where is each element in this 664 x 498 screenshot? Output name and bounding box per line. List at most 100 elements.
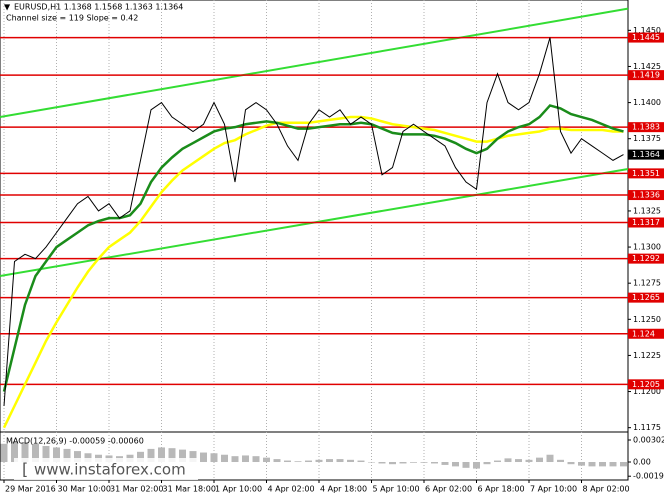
level-label: 1.1205 (632, 380, 660, 389)
level-box (628, 190, 664, 201)
macd-bar (200, 452, 207, 463)
macd-bar (305, 460, 312, 463)
macd-bar (557, 459, 564, 463)
level-label: 1.1265 (632, 293, 660, 302)
x-tick-label: 4 Apr 18:00 (320, 485, 367, 494)
macd-bar (231, 456, 239, 463)
macd-bar (473, 462, 480, 469)
level-label: 1.1292 (632, 254, 660, 263)
macd-bar (620, 462, 627, 467)
macd-bar (11, 441, 18, 463)
macd-bar (378, 462, 386, 464)
macd-bar (536, 457, 543, 463)
level-box (628, 168, 664, 179)
macd-bar (42, 445, 50, 463)
y-tick-label: 1.1175 (633, 423, 661, 432)
macd-y-tick-label: 0.00 (633, 458, 651, 467)
watermark-box (14, 458, 198, 480)
macd-bar (588, 462, 596, 467)
y-tick-label: 1.1325 (633, 206, 661, 215)
x-tick-label: 30 Mar 10:00 (58, 485, 111, 494)
level-label: 1.1445 (632, 33, 660, 42)
macd-bar (515, 459, 522, 463)
y-tick-label: 1.1375 (633, 134, 661, 143)
macd-bar (441, 462, 449, 465)
macd-bar (53, 447, 60, 463)
y-tick-label: 1.1450 (633, 26, 661, 35)
macd-y-tick-label: 0.00302 (633, 436, 664, 445)
macd-bar (546, 454, 554, 463)
current-price-box (628, 149, 664, 160)
channel-line: Channel size = 119 Slope = 0.42 (6, 14, 138, 23)
trend-line (0, 7, 629, 119)
macd-bar (63, 448, 71, 463)
macd-bar (84, 453, 92, 463)
macd-bar (347, 459, 354, 463)
plot-frame (0, 0, 629, 481)
macd-bar (410, 462, 417, 463)
macd-bar (452, 462, 459, 467)
macd-bar (273, 459, 281, 463)
y-tick-label: 1.1275 (633, 279, 661, 288)
price-line (3, 37, 624, 407)
level-box (628, 217, 664, 228)
macd-bar (462, 462, 470, 468)
price-line (2, 115, 624, 429)
macd-bar (357, 460, 365, 463)
x-tick-label: 5 Apr 10:00 (373, 485, 420, 494)
macd-bar (284, 460, 291, 463)
macd-bar (0, 443, 8, 463)
symbol-line: EURUSD,H1 1.1368 1.1568 1.1363 1.1364 (14, 3, 183, 12)
macd-bar (263, 457, 270, 463)
level-label: 1.1419 (632, 71, 660, 80)
macd-bar (179, 449, 186, 463)
macd-bar (326, 459, 333, 463)
x-tick-label: 6 Apr 02:00 (425, 485, 472, 494)
macd-bar (578, 462, 585, 466)
y-tick-label: 1.1400 (633, 98, 661, 107)
macd-bar (221, 454, 228, 463)
macd-bar (483, 462, 491, 465)
x-tick-label: 6 Apr 18:00 (478, 485, 525, 494)
x-tick-label: 4 Apr 02:00 (268, 485, 315, 494)
macd-bar (147, 448, 155, 463)
macd-bar (494, 460, 501, 463)
macd-bar (210, 453, 218, 463)
level-box (628, 379, 664, 390)
level-label: 1.1336 (632, 191, 660, 200)
macd-bar (315, 459, 323, 463)
level-box (628, 32, 664, 43)
level-box (628, 328, 664, 339)
x-tick-label: 31 Mar 18:00 (163, 485, 216, 494)
macd-bar (389, 462, 396, 465)
macd-bar (242, 455, 249, 463)
macd-bar (504, 458, 512, 463)
macd-bar (189, 451, 197, 463)
y-tick-label: 1.1425 (633, 62, 661, 71)
macd-bar (158, 447, 165, 463)
y-tick-label: 1.1300 (633, 243, 661, 252)
x-tick-label: 29 Mar 2016 (5, 485, 56, 494)
level-box (628, 70, 664, 81)
macd-bar (525, 459, 533, 463)
y-tick-label: 1.1250 (633, 315, 661, 324)
watermark: www.instaforex.com (34, 461, 186, 479)
macd-bar (21, 442, 29, 463)
macd-bar (168, 448, 176, 463)
macd-bar (420, 462, 428, 463)
symbol-marker: ▼ (4, 3, 11, 12)
macd-bar (294, 461, 302, 463)
macd-title: MACD(12,26,9) -0.00059 -0.00060 (6, 437, 144, 446)
level-box (628, 292, 664, 303)
level-label: 1.1351 (632, 169, 660, 178)
macd-bar (137, 451, 144, 463)
macd-bar (368, 462, 375, 463)
macd-bar (609, 462, 617, 467)
level-label: 1.124 (632, 329, 655, 338)
macd-bar (399, 462, 407, 464)
level-box (628, 253, 664, 264)
level-label: 1.1383 (632, 123, 660, 132)
macd-bar (74, 451, 81, 463)
macd-bar (32, 443, 39, 463)
